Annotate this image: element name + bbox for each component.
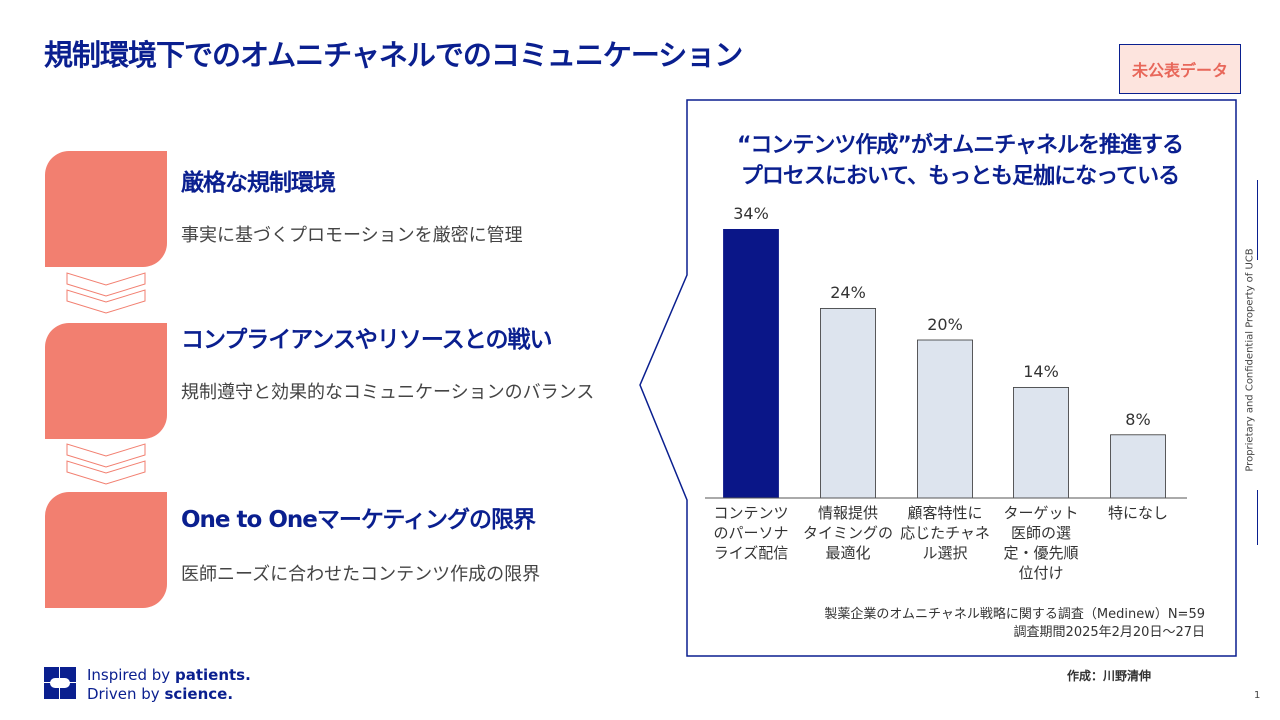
confidential-notice: Proprietary and Confidential Property of… [1244, 248, 1256, 472]
category-label: コンテンツ のパーソナ ライズ配信 [713, 504, 789, 562]
divider [1257, 180, 1258, 260]
source-line: 製薬企業のオムニチャネル戦略に関する調査（Medinew）N=59 [824, 607, 1205, 622]
divider [1257, 490, 1258, 545]
value-label: 34% [733, 204, 769, 224]
page-title: 規制環境下でのオムニチャネルでのコミュニケーション [44, 38, 743, 72]
bar [820, 307, 876, 499]
page-number: 1 [1254, 690, 1261, 701]
source-note: 製薬企業のオムニチャネル戦略に関する調査（Medinew）N=59 調査期間202… [824, 606, 1205, 642]
bar [1013, 386, 1069, 499]
item-desc: 事実に基づくプロモーションを厳密に管理 [181, 225, 523, 246]
value-label: 24% [830, 283, 866, 303]
value-label: 20% [927, 315, 963, 334]
category-label: 特になし [1107, 504, 1168, 522]
chevron-down-icon [66, 272, 146, 314]
ucb-logo [44, 667, 76, 699]
item-desc: 規制遵守と効果的なコミュニケーションのバランス [181, 382, 595, 403]
item-desc: 医師ニーズに合わせたコンテンツ作成の限界 [181, 564, 541, 585]
category-label: 顧客特性に 応じたチャネ ル選択 [900, 504, 990, 562]
item-heading: コンプライアンスやリソースとの戦い [181, 327, 553, 353]
unpublished-badge: 未公表データ [1119, 44, 1241, 94]
category-label: 情報提供 タイミングの 最適化 [802, 504, 893, 562]
item-heading: 厳格な規制環境 [181, 170, 336, 196]
item-block-2 [45, 323, 167, 439]
bar [723, 228, 779, 499]
item-block-3 [45, 492, 167, 608]
chart-title-line: プロセスにおいて、もっとも足枷になっている [740, 164, 1180, 189]
value-label: 14% [1023, 362, 1059, 382]
item-heading: One to Oneマーケティングの限界 [181, 507, 536, 533]
bar [917, 339, 973, 499]
bar [1110, 434, 1166, 499]
chart-title-line: “コンテンツ作成”がオムニチャネルを推進する [736, 133, 1184, 158]
value-label: 8% [1125, 409, 1151, 429]
chevron-down-icon [66, 443, 146, 485]
item-block-1 [45, 151, 167, 267]
tagline: Inspired by patients. Driven by science. [87, 666, 251, 703]
category-label: ターゲット 医師の選 定・優先順 位付け [1003, 504, 1079, 582]
chart-title: “コンテンツ作成”がオムニチャネルを推進する プロセスにおいて、もっとも足枷になっ… [690, 130, 1230, 192]
author: 作成：川野清伸 [1067, 669, 1152, 683]
source-line: 調査期間2025年2月20日～27日 [1013, 625, 1205, 640]
